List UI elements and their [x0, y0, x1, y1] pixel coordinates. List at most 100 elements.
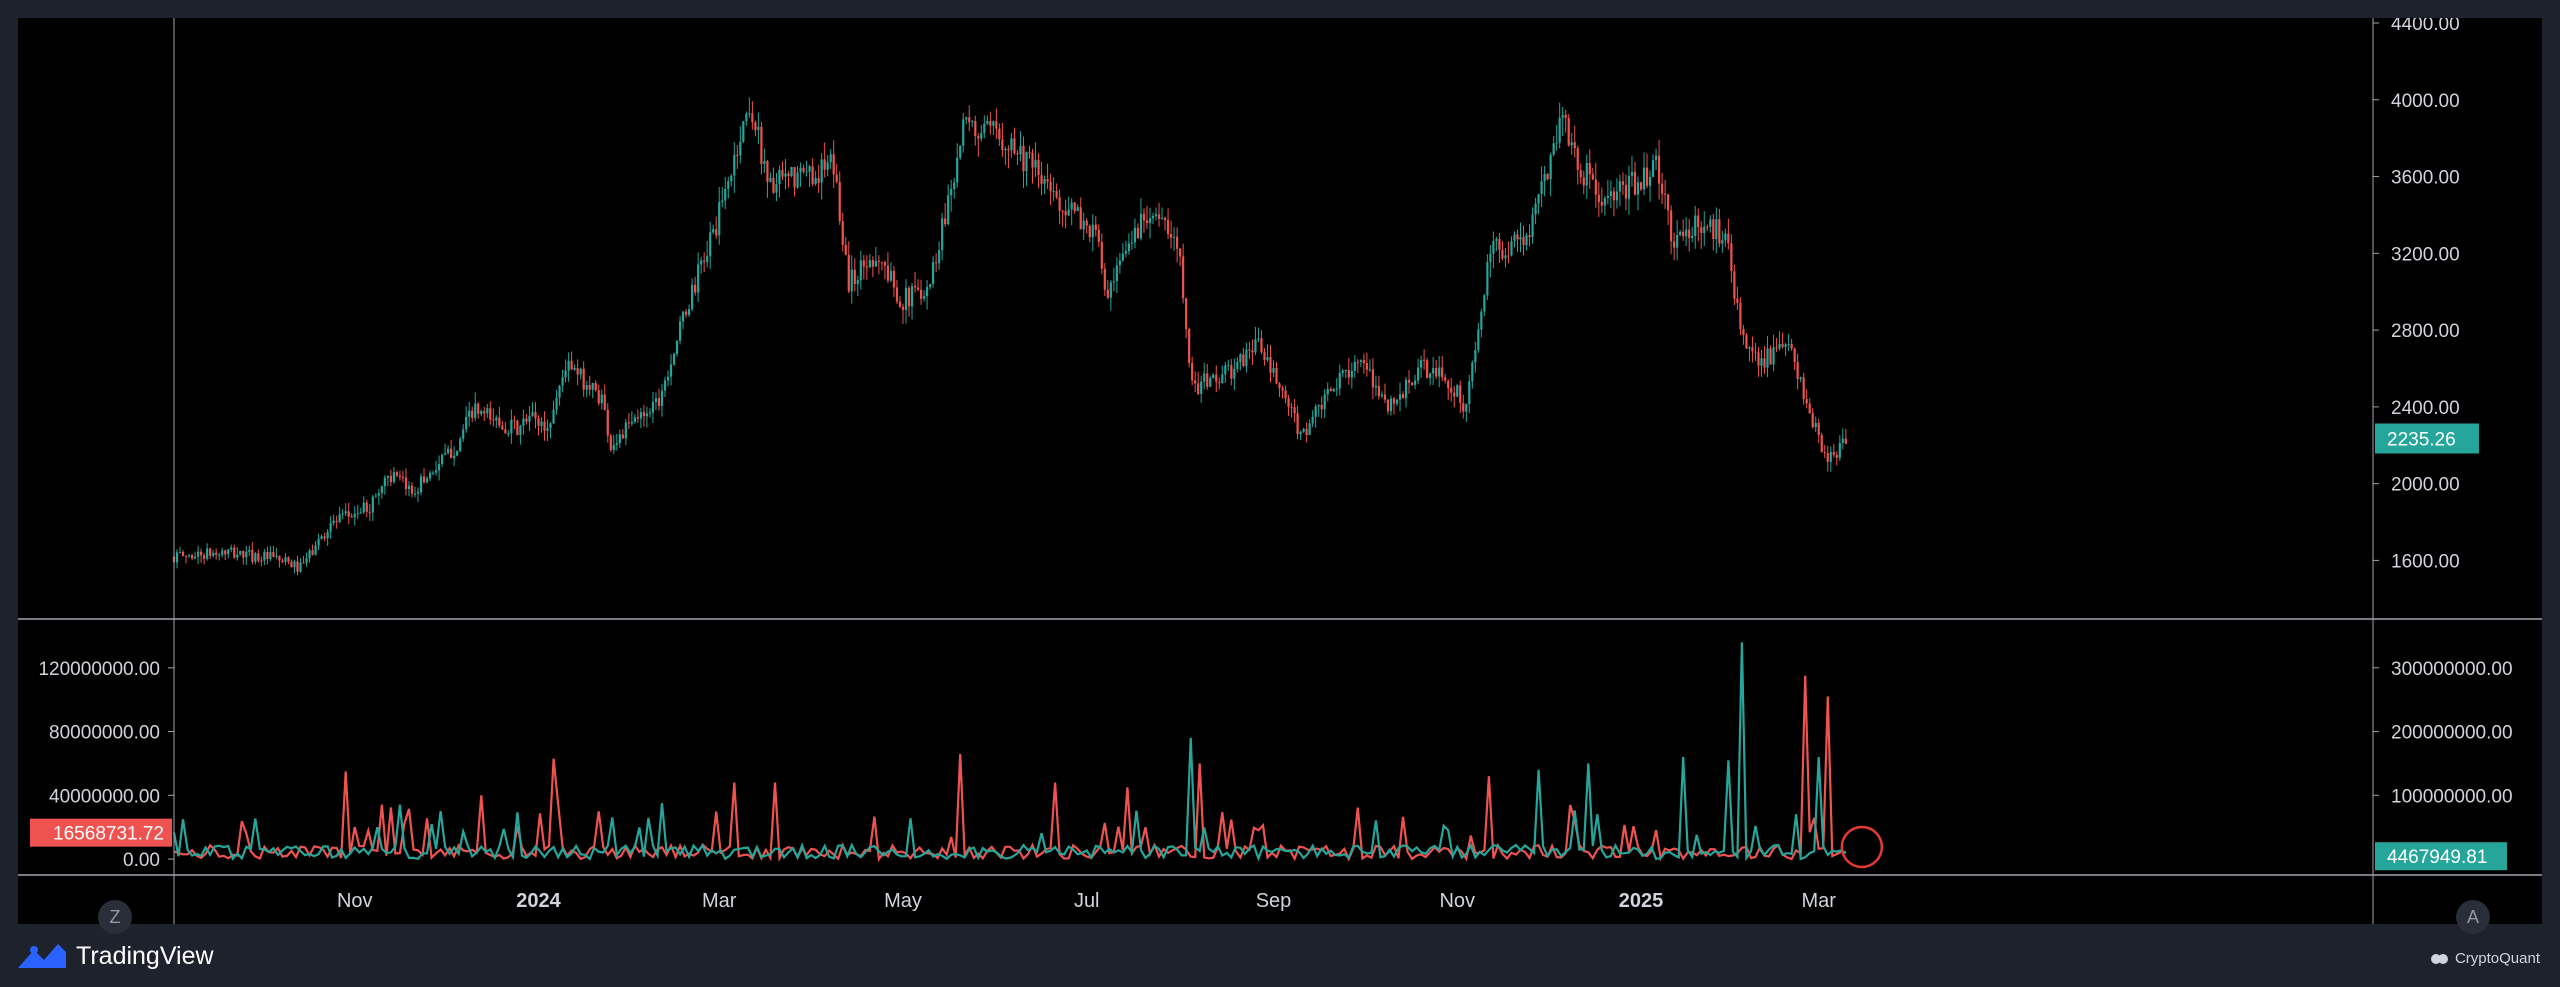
candle-body: [1474, 350, 1477, 363]
candle-body: [1751, 347, 1754, 352]
candle-body: [591, 383, 594, 390]
candle-body: [802, 167, 805, 172]
candle-body: [1492, 240, 1495, 254]
candle-body: [1835, 454, 1838, 458]
chart-canvas[interactable]: 4400.00 4000.00 3600.00 3200.00 2800.00 2400.…: [18, 18, 2542, 924]
volume-pane: [172, 642, 1847, 863]
candle-body: [374, 495, 377, 497]
candle-body: [1257, 338, 1260, 340]
candle-body: [1248, 349, 1251, 351]
candle-body: [639, 412, 643, 419]
time-axis-label: Jul: [1074, 890, 1100, 912]
tradingview-wordmark: TradingView: [76, 941, 214, 970]
scale-log-button[interactable]: A: [2456, 900, 2490, 934]
candle-body: [564, 370, 567, 378]
candle-body: [1091, 224, 1094, 238]
candle-body: [431, 472, 435, 474]
candle-body: [630, 421, 633, 424]
candle-body: [1823, 452, 1826, 454]
candle-body: [444, 453, 447, 455]
candle-body: [1522, 236, 1525, 246]
candle-body: [1525, 235, 1528, 246]
candle-body: [1410, 382, 1414, 385]
candle-body: [925, 286, 929, 297]
candle-body: [187, 555, 191, 557]
candle-body: [1281, 388, 1284, 391]
candle-body: [1317, 404, 1320, 407]
candle-body: [1462, 402, 1465, 412]
candle-body: [227, 549, 230, 555]
price-axis-label: 3600.00: [2391, 168, 2460, 189]
candle-body: [338, 514, 341, 522]
candle-body: [1685, 229, 1688, 237]
candle-body: [829, 154, 832, 163]
candle-body: [359, 512, 362, 514]
candle-body: [1733, 271, 1736, 299]
candle-body: [245, 551, 248, 558]
candle-body: [1784, 344, 1787, 347]
candle-body: [1359, 360, 1362, 362]
time-axis-label: Sep: [1256, 890, 1292, 912]
price-pane: [172, 97, 1847, 576]
candle-body: [678, 321, 682, 341]
candle-body: [1703, 226, 1706, 233]
candle-body: [555, 397, 558, 410]
candle-body: [1645, 167, 1649, 186]
candle-body: [1179, 248, 1182, 257]
candle-body: [236, 554, 239, 558]
candle-body: [401, 477, 405, 479]
candle-body: [1540, 181, 1543, 195]
candle-body: [642, 412, 646, 417]
candle-body: [413, 493, 417, 495]
candle-body: [332, 520, 335, 524]
candle-body: [775, 184, 778, 193]
candle-body: [1236, 362, 1239, 369]
candle-body: [826, 162, 829, 170]
candle-body: [1404, 379, 1408, 399]
candle-body: [916, 287, 920, 290]
candle-body: [1480, 311, 1483, 330]
candle-body: [1543, 173, 1546, 182]
candle-body: [1067, 209, 1070, 216]
candle-body: [1679, 231, 1682, 236]
candle-body: [347, 511, 350, 517]
candle-body: [1636, 182, 1640, 195]
candle-body: [350, 516, 353, 518]
candle-body: [1648, 176, 1652, 186]
candle-body: [799, 167, 802, 173]
left-axis-label: 120000000.00: [38, 659, 160, 680]
candle-body: [1323, 394, 1326, 410]
candle-body: [1513, 234, 1516, 241]
candle-body: [609, 435, 612, 450]
candle-body: [919, 289, 923, 299]
scale-auto-button[interactable]: Z: [98, 900, 132, 934]
candle-body: [1667, 194, 1670, 211]
candle-body: [1347, 369, 1350, 378]
candle-body: [178, 552, 182, 554]
tradingview-logo[interactable]: TradingView: [18, 940, 214, 972]
candle-body: [1444, 377, 1447, 381]
candle-body: [871, 260, 874, 267]
candle-body: [546, 428, 549, 431]
candle-body: [1528, 235, 1531, 238]
candle-body: [212, 552, 215, 556]
candle-body: [1814, 422, 1817, 428]
candle-body: [995, 121, 998, 129]
candle-body: [1564, 114, 1567, 119]
candle-body: [1094, 224, 1097, 231]
candle-body: [1426, 360, 1429, 378]
candle-body: [1769, 348, 1772, 365]
candle-body: [1796, 362, 1799, 379]
candle-body: [835, 174, 838, 182]
candle-body: [1591, 174, 1594, 180]
candle-body: [1766, 348, 1769, 368]
candle-body: [986, 120, 989, 124]
candle-body: [203, 555, 206, 559]
candle-body: [329, 523, 332, 532]
candle-body: [1160, 217, 1164, 219]
candle-body: [474, 403, 477, 418]
teal-last-value-badge: [2375, 842, 2507, 871]
time-axis-label: May: [884, 890, 922, 912]
candle-body: [206, 548, 209, 559]
candle-body: [865, 266, 868, 268]
